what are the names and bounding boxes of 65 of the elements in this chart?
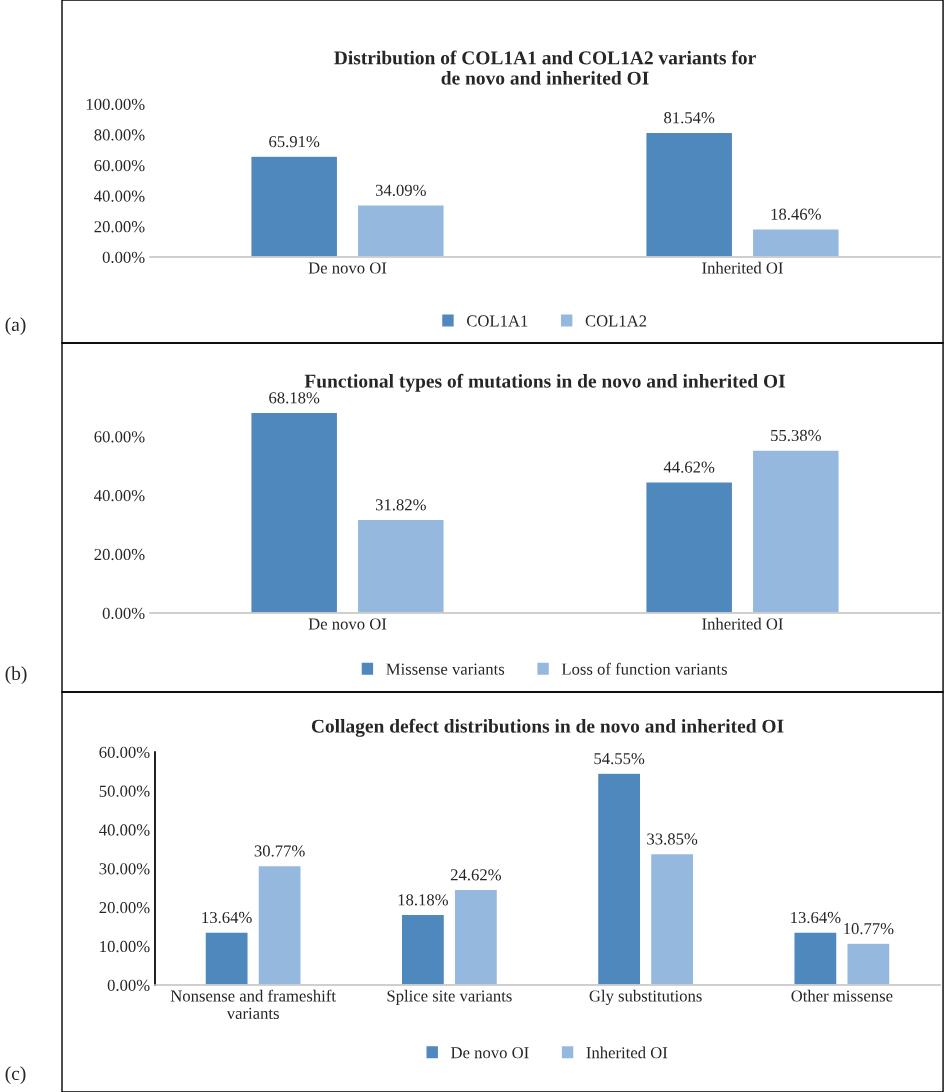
y-tick-label: 60.00% [99,746,150,759]
data-label: 24.62% [450,869,501,881]
legend-label: Inherited OI [586,1046,668,1059]
x-tick-label: Splice site variants [387,989,512,1005]
data-label: 54.55% [594,752,645,765]
bar [793,931,838,985]
bar [645,131,734,257]
data-label: 30.77% [254,845,305,857]
data-label: 18.46% [771,208,821,220]
y-tick-label: 20.00% [94,221,145,233]
text: (c) [5,1066,26,1084]
legend-label: Loss of function variants [561,662,727,675]
y-tick-label: 60.00% [94,431,145,443]
legend-label: De novo OI [451,1047,529,1059]
bar [257,864,302,985]
y-tick-label: 30.00% [99,863,150,875]
data-label: 33.85% [647,833,698,845]
data-label: 31.82% [375,499,426,511]
bar [751,228,840,257]
data-label: 13.64% [791,911,841,924]
y-tick-label: 40.00% [99,824,150,836]
y-tick-label: 40.00% [94,489,145,502]
y-tick-label: 50.00% [99,785,150,797]
legend-label: Missense variants [386,663,505,675]
data-label: 18.18% [398,894,448,906]
y-tick-label: 60.00% [94,159,145,172]
y-tick-label: 0.00% [107,979,150,992]
chart-title: Functional types of mutations in de novo and inherited OI [304,373,786,392]
chart-title: Collagen defect distributions in de novo and inherited OI [311,718,784,737]
y-tick-label: 0.00% [102,251,145,264]
chart-title: Distribution of COL1A1 and COL1A2 variants for de novo and inherited OI [334,50,756,85]
bar [453,888,499,985]
bar [400,913,446,985]
text: (b) [5,666,27,684]
legend-label: COL1A2 [585,315,647,327]
bar [846,942,891,985]
data-label: 55.38% [771,429,821,442]
y-tick-label: 0.00% [102,607,145,620]
x-tick-label: Nonsense and frameshift variants [170,989,336,1020]
bar [250,155,339,257]
bar [250,411,339,613]
y-tick-label: 80.00% [94,129,145,141]
bar [645,480,734,613]
bar [356,518,445,613]
y-tick-label: 10.00% [100,940,150,953]
y-tick-label: 100.00% [86,98,145,111]
y-tick-label: 40.00% [94,190,145,202]
x-tick-label: Gly substitutions [589,989,702,1006]
data-label: 13.64% [202,911,252,924]
data-label: 81.54% [664,112,715,124]
data-label: 68.18% [269,392,320,404]
bar [204,931,249,985]
data-label: 65.91% [269,135,320,148]
x-tick-label: Other missense [791,989,893,1002]
text: (a) [5,317,26,335]
y-tick-label: 20.00% [99,902,150,914]
bar [356,204,445,257]
bar [649,852,695,985]
bar [596,772,642,985]
data-label: 44.62% [663,461,715,473]
bar [751,449,840,613]
y-tick-label: 20.00% [94,548,145,561]
legend-label: COL1A1 [466,315,528,327]
data-label: 10.77% [844,922,894,935]
data-label: 34.09% [375,184,426,196]
